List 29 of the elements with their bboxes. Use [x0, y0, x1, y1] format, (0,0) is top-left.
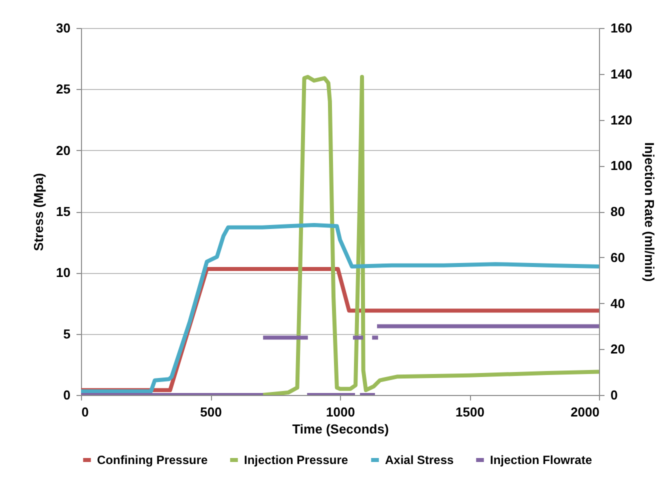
y2-axis-title: Injection Rate (ml/min) — [642, 142, 658, 282]
x-tick-label: 1500 — [456, 404, 484, 420]
y2-tick-label: 140 — [610, 66, 632, 82]
y2-tick-label: 60 — [610, 250, 625, 265]
y2-tick-label: 160 — [610, 20, 632, 36]
legend-label: Injection Pressure — [244, 453, 348, 467]
y2-tick-label: 40 — [610, 296, 625, 311]
y-tick-label: 15 — [56, 204, 70, 219]
y2-tick-label: 20 — [610, 342, 625, 357]
y2-tick-label: 100 — [610, 158, 632, 174]
x-tick-label: 2000 — [570, 404, 600, 420]
line-series — [81, 222, 599, 394]
x-tick-label: 1000 — [326, 404, 355, 420]
y-tick-label: 10 — [56, 265, 70, 280]
y-tick-label: 0 — [63, 388, 70, 402]
y2-tick-label: 120 — [610, 112, 632, 128]
y-tick-label: 20 — [56, 142, 70, 158]
y-tick-label: 30 — [56, 20, 70, 36]
y-tick-label: 25 — [56, 82, 70, 97]
y2-tick-label: 0 — [610, 388, 618, 402]
y-axis-title: Stress (Mpa) — [31, 172, 46, 252]
y-tick-label: 5 — [63, 326, 70, 342]
x-tick-label: 0 — [82, 404, 89, 420]
x-tick-label: 500 — [200, 404, 222, 420]
y2-tick-label: 80 — [610, 204, 625, 219]
legend-label: Confining Pressure — [97, 453, 208, 467]
legend-label: Injection Flowrate — [490, 453, 592, 467]
legend-label: Axial Stress — [385, 453, 454, 467]
x-axis-title: Time (Seconds) — [292, 422, 389, 436]
